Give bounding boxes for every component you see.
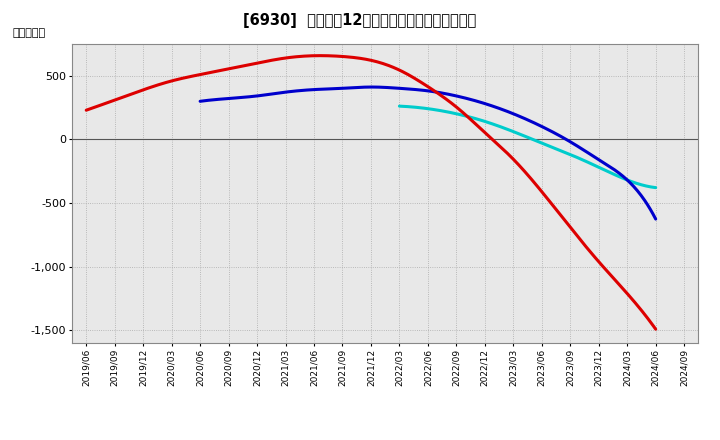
Text: （百万円）: （百万円） <box>12 28 45 38</box>
Text: [6930]  経常利益12か月移動合計の平均値の推移: [6930] 経常利益12か月移動合計の平均値の推移 <box>243 13 477 28</box>
